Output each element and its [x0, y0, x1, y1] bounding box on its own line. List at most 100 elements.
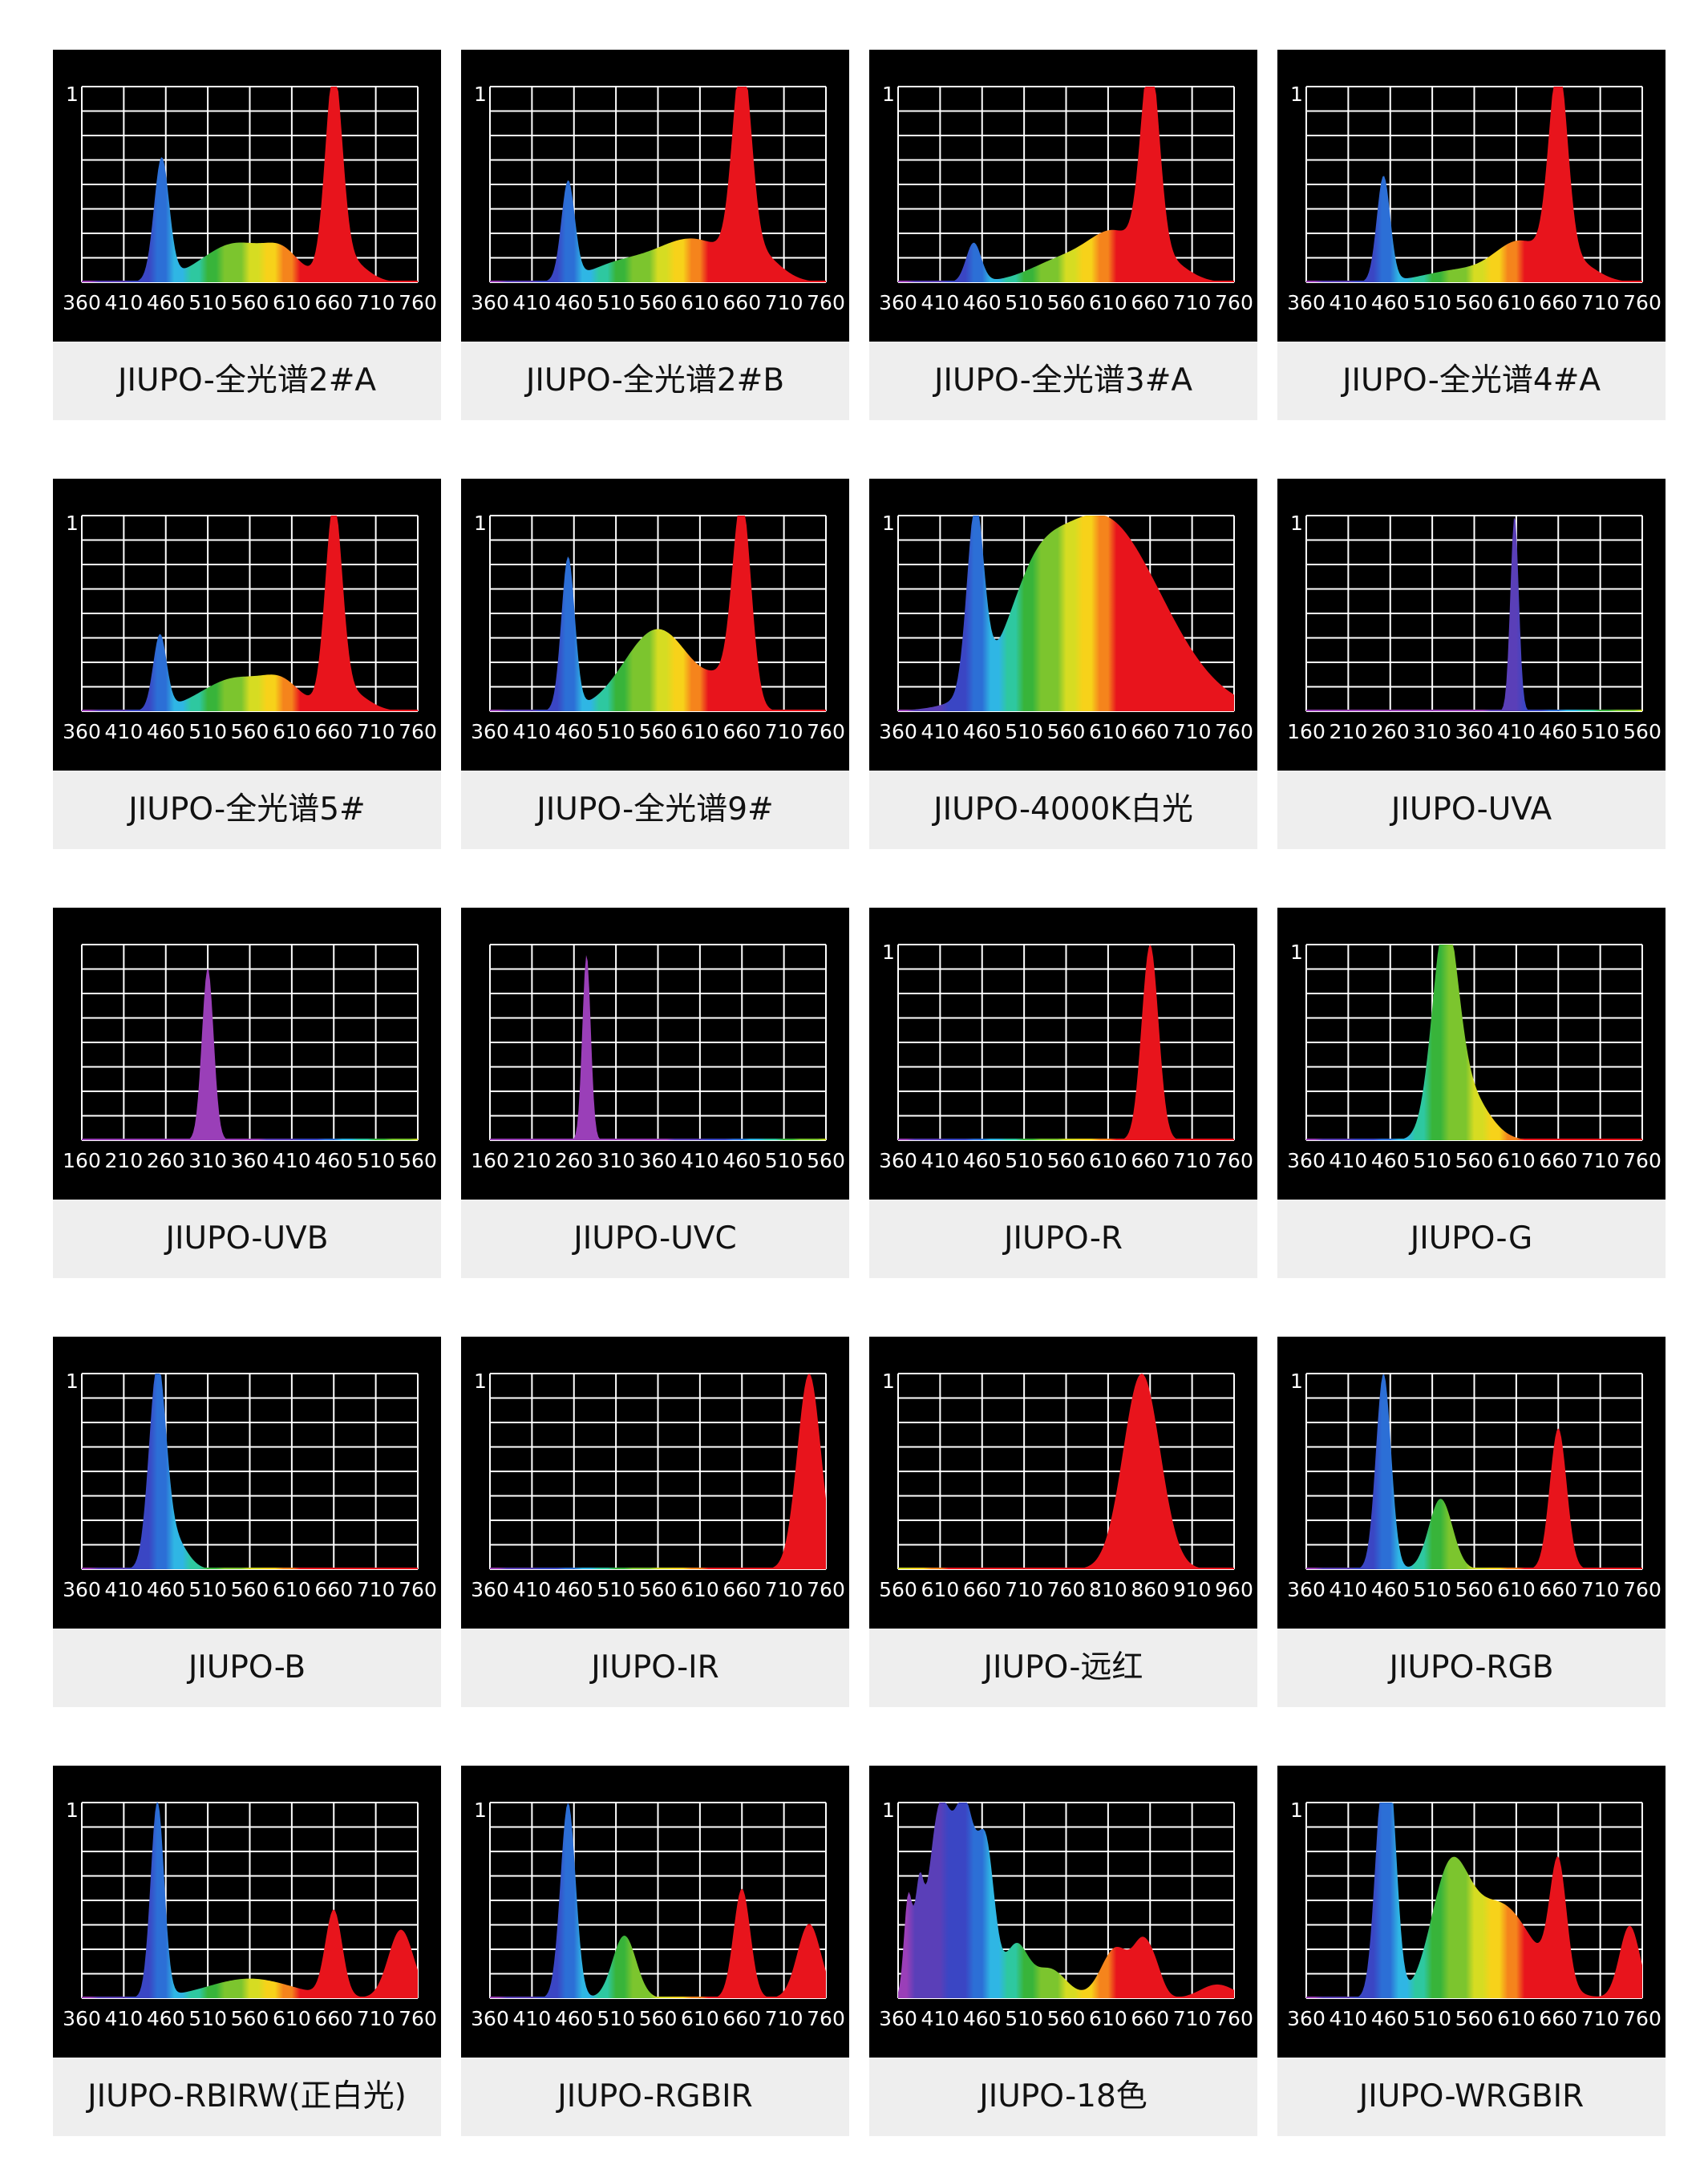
x-tick-label: 510	[188, 1578, 227, 1601]
x-tick-label: 410	[273, 1149, 311, 1172]
spectrum-chart: 1 360 410 460 510 560 610 660 710 760	[869, 1766, 1257, 2058]
x-tick-label: 760	[399, 2007, 437, 2030]
x-tick-label: 210	[105, 1149, 144, 1172]
spectrum-chart: 1 360 410 460 510 560 610 660 710 760	[53, 1766, 441, 2058]
y-axis-label: 1	[882, 1799, 895, 1822]
spectrum-title: JIUPO-RGBIR	[461, 2058, 849, 2136]
spectrum-card: 1 360 410 460 510 560 610 660 710 760 JIUPO-全光谱5#	[53, 479, 441, 849]
x-tick-label: 610	[681, 291, 719, 314]
spectrum-title: JIUPO-G	[1277, 1200, 1666, 1278]
spectrum-area	[82, 87, 418, 282]
spectrum-card: 1 360 410 460 510 560 610 660 710 760 JIUPO-全光谱2#B	[461, 50, 849, 420]
spectrum-chart: 160 210 260 310 360 410 460 510 560	[53, 908, 441, 1200]
y-axis-label: 1	[66, 83, 79, 106]
x-tick-label: 510	[188, 720, 227, 743]
x-tick-label: 760	[1623, 1149, 1661, 1172]
spectrum-card: 1 160 210 260 310 360 410 460 510 560 JIUPO-UVA	[1277, 479, 1666, 849]
x-tick-label: 910	[1173, 1578, 1212, 1601]
spectrum-title: JIUPO-IR	[461, 1629, 849, 1707]
x-tick-label: 760	[1623, 2007, 1661, 2030]
x-tick-label: 510	[1413, 1149, 1451, 1172]
x-tick-label: 210	[1330, 720, 1368, 743]
x-tick-label: 460	[1371, 291, 1410, 314]
x-tick-label: 710	[1581, 1149, 1620, 1172]
y-axis-label: 1	[882, 1370, 895, 1393]
x-tick-label: 560	[1455, 291, 1494, 314]
x-tick-label: 760	[807, 720, 845, 743]
spectrum-chart: 1 160 210 260 310 360 410 460 510 560	[1277, 479, 1666, 771]
x-tick-label: 510	[765, 1149, 803, 1172]
x-tick-label: 510	[1413, 1578, 1451, 1601]
x-tick-label: 560	[1623, 720, 1661, 743]
x-tick-label: 660	[722, 1578, 761, 1601]
x-tick-label: 460	[555, 2007, 593, 2030]
spectrum-area	[898, 87, 1234, 282]
x-tick-label: 660	[1539, 291, 1577, 314]
x-tick-label: 610	[681, 720, 719, 743]
x-tick-label: 360	[63, 2007, 101, 2030]
x-tick-label: 410	[105, 2007, 144, 2030]
spectrum-area	[898, 945, 1234, 1140]
x-tick-label: 460	[963, 2007, 1002, 2030]
spectrum-area	[1306, 1374, 1642, 1569]
x-tick-label: 560	[1455, 1149, 1494, 1172]
x-tick-label: 760	[1623, 291, 1661, 314]
y-axis-label: 1	[66, 1799, 79, 1822]
spectrum-title: JIUPO-全光谱2#B	[461, 342, 849, 420]
x-tick-label: 410	[1330, 1149, 1368, 1172]
spectrum-card: 1 360 410 460 510 560 610 660 710 760 JIUPO-R	[869, 908, 1257, 1278]
y-axis-label: 1	[66, 512, 79, 535]
x-tick-label: 710	[765, 291, 803, 314]
x-tick-label: 360	[63, 1578, 101, 1601]
y-axis-label: 1	[1290, 512, 1303, 535]
x-tick-label: 360	[471, 291, 509, 314]
x-tick-label: 710	[1581, 1578, 1620, 1601]
x-tick-label: 610	[273, 2007, 311, 2030]
spectrum-title: JIUPO-R	[869, 1200, 1257, 1278]
x-tick-label: 710	[1173, 2007, 1212, 2030]
spectrum-area	[82, 1374, 418, 1569]
x-tick-label: 660	[314, 2007, 353, 2030]
spectrum-title: JIUPO-18色	[869, 2058, 1257, 2136]
x-tick-label: 560	[231, 2007, 269, 2030]
x-tick-label: 660	[1131, 291, 1169, 314]
spectrum-chart: 1 360 410 460 510 560 610 660 710 760	[461, 50, 849, 342]
x-tick-label: 710	[1005, 1578, 1043, 1601]
x-tick-label: 610	[1497, 1578, 1536, 1601]
spectrum-chart: 1 360 410 460 510 560 610 660 710 760	[1277, 1766, 1666, 2058]
x-tick-label: 560	[399, 1149, 437, 1172]
x-tick-label: 660	[1539, 1578, 1577, 1601]
spectrum-title: JIUPO-UVB	[53, 1200, 441, 1278]
x-tick-label: 410	[1330, 2007, 1368, 2030]
x-tick-label: 360	[63, 291, 101, 314]
x-tick-label: 410	[1330, 1578, 1368, 1601]
spectrum-card: 1 360 410 460 510 560 610 660 710 760 JIUPO-IR	[461, 1337, 849, 1707]
spectrum-area	[490, 1374, 826, 1569]
x-tick-label: 460	[555, 291, 593, 314]
x-tick-label: 610	[1497, 291, 1536, 314]
y-axis-label: 1	[66, 1370, 79, 1393]
spectrum-title: JIUPO-RBIRW(正白光)	[53, 2058, 441, 2136]
x-tick-label: 760	[807, 1578, 845, 1601]
x-tick-label: 260	[1371, 720, 1410, 743]
y-axis-label: 1	[1290, 1799, 1303, 1822]
x-tick-label: 560	[879, 1578, 917, 1601]
x-tick-label: 510	[597, 291, 635, 314]
x-tick-label: 510	[597, 1578, 635, 1601]
x-tick-label: 460	[147, 2007, 185, 2030]
spectrum-chart: 1 360 410 460 510 560 610 660 710 760	[1277, 1337, 1666, 1629]
spectrum-title: JIUPO-UVA	[1277, 771, 1666, 849]
x-tick-label: 410	[513, 291, 552, 314]
x-tick-label: 560	[231, 1578, 269, 1601]
x-tick-label: 610	[1497, 1149, 1536, 1172]
x-tick-label: 510	[1005, 720, 1043, 743]
x-tick-label: 760	[1215, 2007, 1253, 2030]
x-tick-label: 460	[1539, 720, 1577, 743]
x-tick-label: 710	[1581, 2007, 1620, 2030]
x-tick-label: 760	[807, 2007, 845, 2030]
spectrum-card: 1 360 410 460 510 560 610 660 710 760 JIUPO-B	[53, 1337, 441, 1707]
x-tick-label: 610	[1089, 2007, 1127, 2030]
spectrum-card: 1 360 410 460 510 560 610 660 710 760 JIUPO-全光谱9#	[461, 479, 849, 849]
x-tick-label: 610	[273, 720, 311, 743]
x-tick-label: 360	[1287, 1578, 1326, 1601]
